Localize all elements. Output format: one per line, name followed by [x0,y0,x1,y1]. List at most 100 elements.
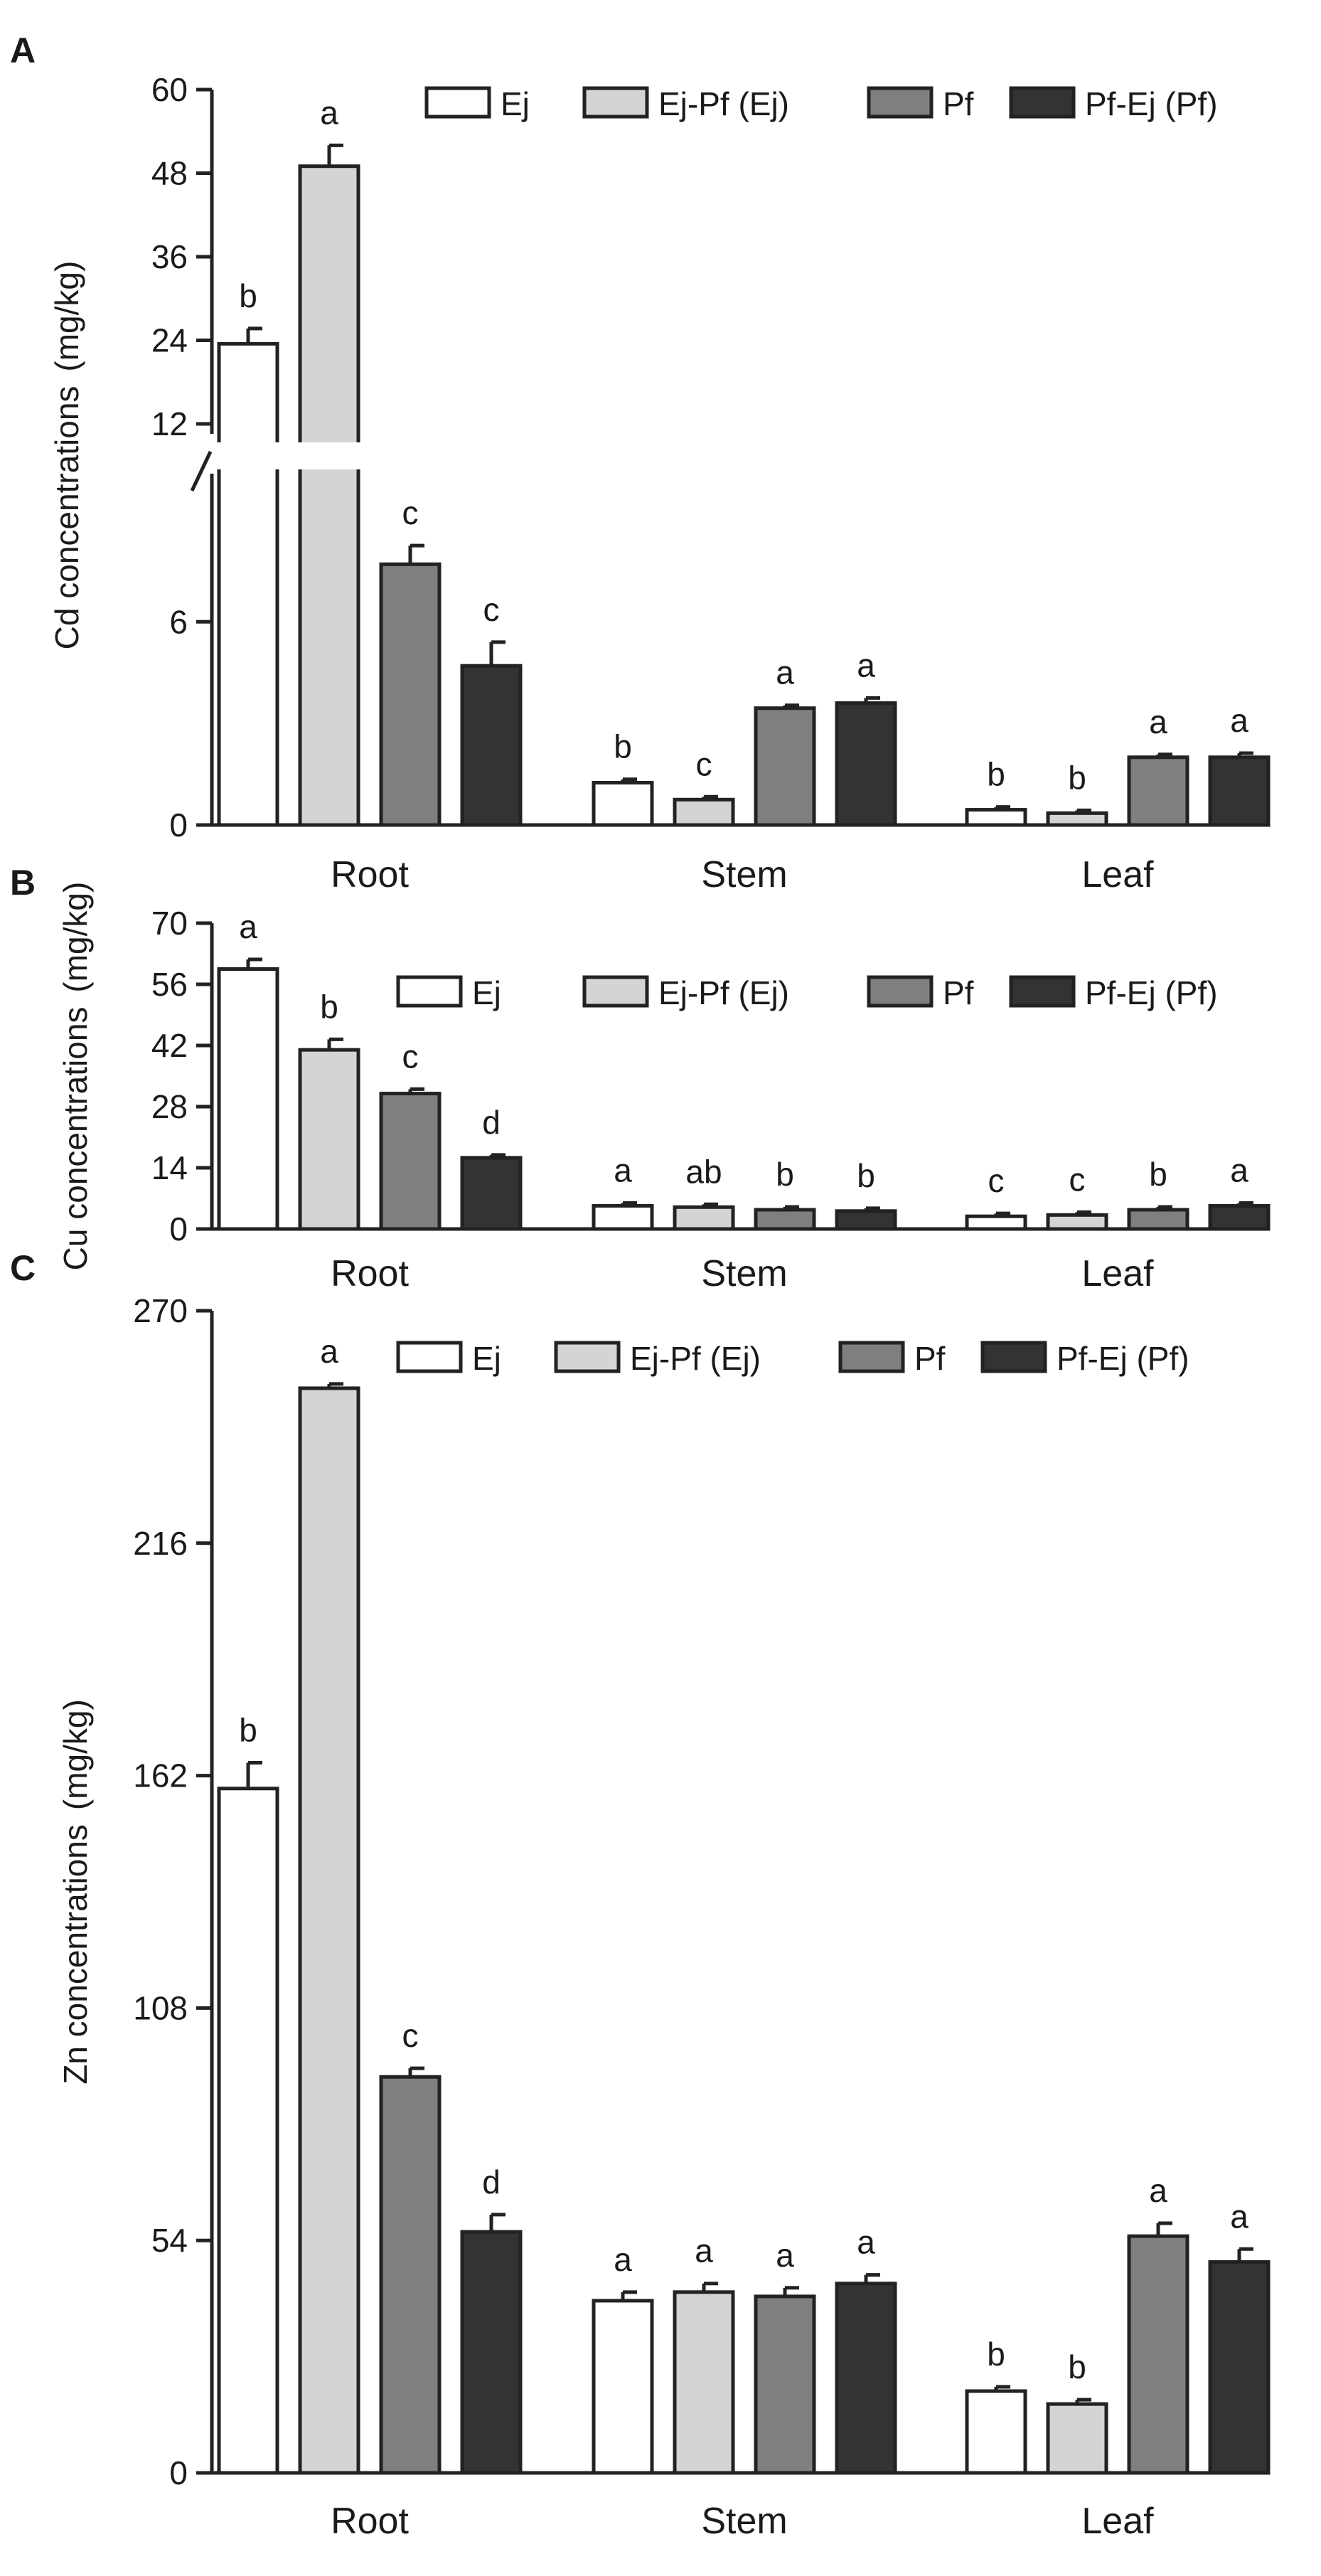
legend-label: Pf-Ej (Pf) [1085,85,1218,122]
legend-swatch [396,975,463,1008]
significance-label: a [1230,2198,1248,2235]
bar-root-2 [379,562,442,827]
x-category-label: Root [331,1253,409,1294]
bar-leaf-2 [1127,755,1189,827]
bar-root-3 [460,2230,523,2475]
bar-leaf-3 [1208,2260,1271,2475]
chart-panel-a: A 0 6 12 24 36 48 60 Cd concentrations (mg/kg) b a c… [10,31,1271,895]
y-tick-label: 42 [151,1027,188,1064]
legend-swatch [582,86,649,119]
bar-root-0 [217,967,279,1231]
significance-label: a [614,1151,632,1188]
significance-label: c [402,1038,419,1075]
legend-swatch [1009,86,1076,119]
bar-root-0 [217,1787,279,2475]
bar-root-1 [298,1048,360,1231]
x-category-label: Root [331,854,409,895]
legend-swatch [980,1341,1047,1373]
significance-label: a [857,2224,875,2261]
legend-label: Pf [943,974,974,1011]
y-axis-title: Zn concentrations (mg/kg) [57,1699,94,2085]
bar-leaf-1 [1046,1213,1108,1231]
bar-root-3 [460,664,523,827]
legend-label: Ej-Pf (Ej) [658,974,789,1011]
significance-label: a [857,646,875,683]
significance-label: a [776,2237,794,2274]
y-tick-label: 270 [133,1292,188,1329]
y-tick-label: 162 [133,1757,188,1794]
bar-leaf-1 [1046,2402,1108,2475]
significance-label: b [987,2336,1005,2373]
x-category-label: Root [331,2501,409,2542]
bar-stem-3 [835,2282,897,2475]
bar-stem-0 [592,1203,654,1231]
x-category-label: Leaf [1081,854,1154,895]
significance-label: c [1069,1161,1086,1198]
y-tick-label: 216 [133,1525,188,1562]
significance-label: b [614,728,632,765]
significance-label: a [1230,1151,1248,1188]
significance-label: a [320,94,338,131]
bar-stem-2 [754,1208,816,1231]
legend-swatch [838,1341,905,1373]
y-tick-label: 60 [151,71,188,108]
bar-stem-3 [835,1209,897,1231]
legend-label: Ej [501,85,530,122]
legend-swatch [1009,975,1076,1008]
bar-stem-2 [754,706,816,827]
significance-label: b [239,1711,257,1748]
bar-leaf-3 [1208,1203,1271,1231]
y-tick-label: 54 [151,2222,188,2259]
significance-label: ab [685,1153,722,1190]
x-category-label: Leaf [1081,2501,1154,2542]
y-tick-label: 14 [151,1149,188,1186]
significance-label: b [1068,759,1086,796]
significance-label: b [857,1157,875,1194]
legend-swatch [582,975,649,1008]
y-axis-title: Cu concentrations (mg/kg) [57,882,94,1271]
bar-root-1 [298,164,360,827]
legend-swatch [867,975,934,1008]
y-tick-label: 36 [151,238,188,275]
bar-stem-0 [592,2299,654,2475]
significance-label: b [1149,1156,1167,1193]
bar-root-1 [298,1386,360,2475]
bar-stem-0 [592,780,654,827]
significance-label: a [1149,703,1167,740]
y-tick-label: 0 [169,2454,188,2491]
y-tick-label: 0 [169,1210,188,1247]
legend-swatch [867,86,934,119]
y-tick-label: 56 [151,966,188,1003]
y-axis-title: Cd concentrations (mg/kg) [48,261,85,650]
bar-leaf-0 [965,808,1027,827]
legend-label: Ej-Pf (Ej) [658,85,789,122]
legend-swatch [554,1341,621,1373]
chart-panel-c: C 0 54 108 162 216 270 Zn concentrations (mg/kg)… [10,1248,1271,2542]
significance-label: a [776,654,794,691]
significance-label: c [696,745,712,782]
bar-leaf-1 [1046,811,1108,827]
legend-label: Ej [472,1340,501,1377]
significance-label: c [988,1162,1005,1199]
x-category-label: Stem [701,1253,787,1294]
y-axis-title-label: Cu concentrations [57,1007,94,1271]
y-tick-label: 12 [151,405,188,442]
y-tick-label: 0 [169,807,188,843]
panel-letter: B [10,863,36,903]
y-axis-title-unit: (mg/kg) [57,882,94,993]
significance-label: c [483,591,500,628]
legend-label: Ej-Pf (Ej) [630,1340,761,1377]
legend-label: Pf-Ej (Pf) [1085,974,1218,1011]
axis-break-mark [190,450,213,492]
significance-label: a [239,908,257,945]
legend-label: Pf [914,1340,946,1377]
y-axis-title-unit: (mg/kg) [57,1699,94,1810]
bar-stem-3 [835,701,897,827]
y-tick-label: 48 [151,155,188,192]
significance-label: a [320,1333,338,1370]
panel-letter: A [10,31,36,70]
y-tick-label: 28 [151,1088,188,1125]
legend-label: Ej [472,974,501,1011]
legend-label: Pf [943,85,974,122]
